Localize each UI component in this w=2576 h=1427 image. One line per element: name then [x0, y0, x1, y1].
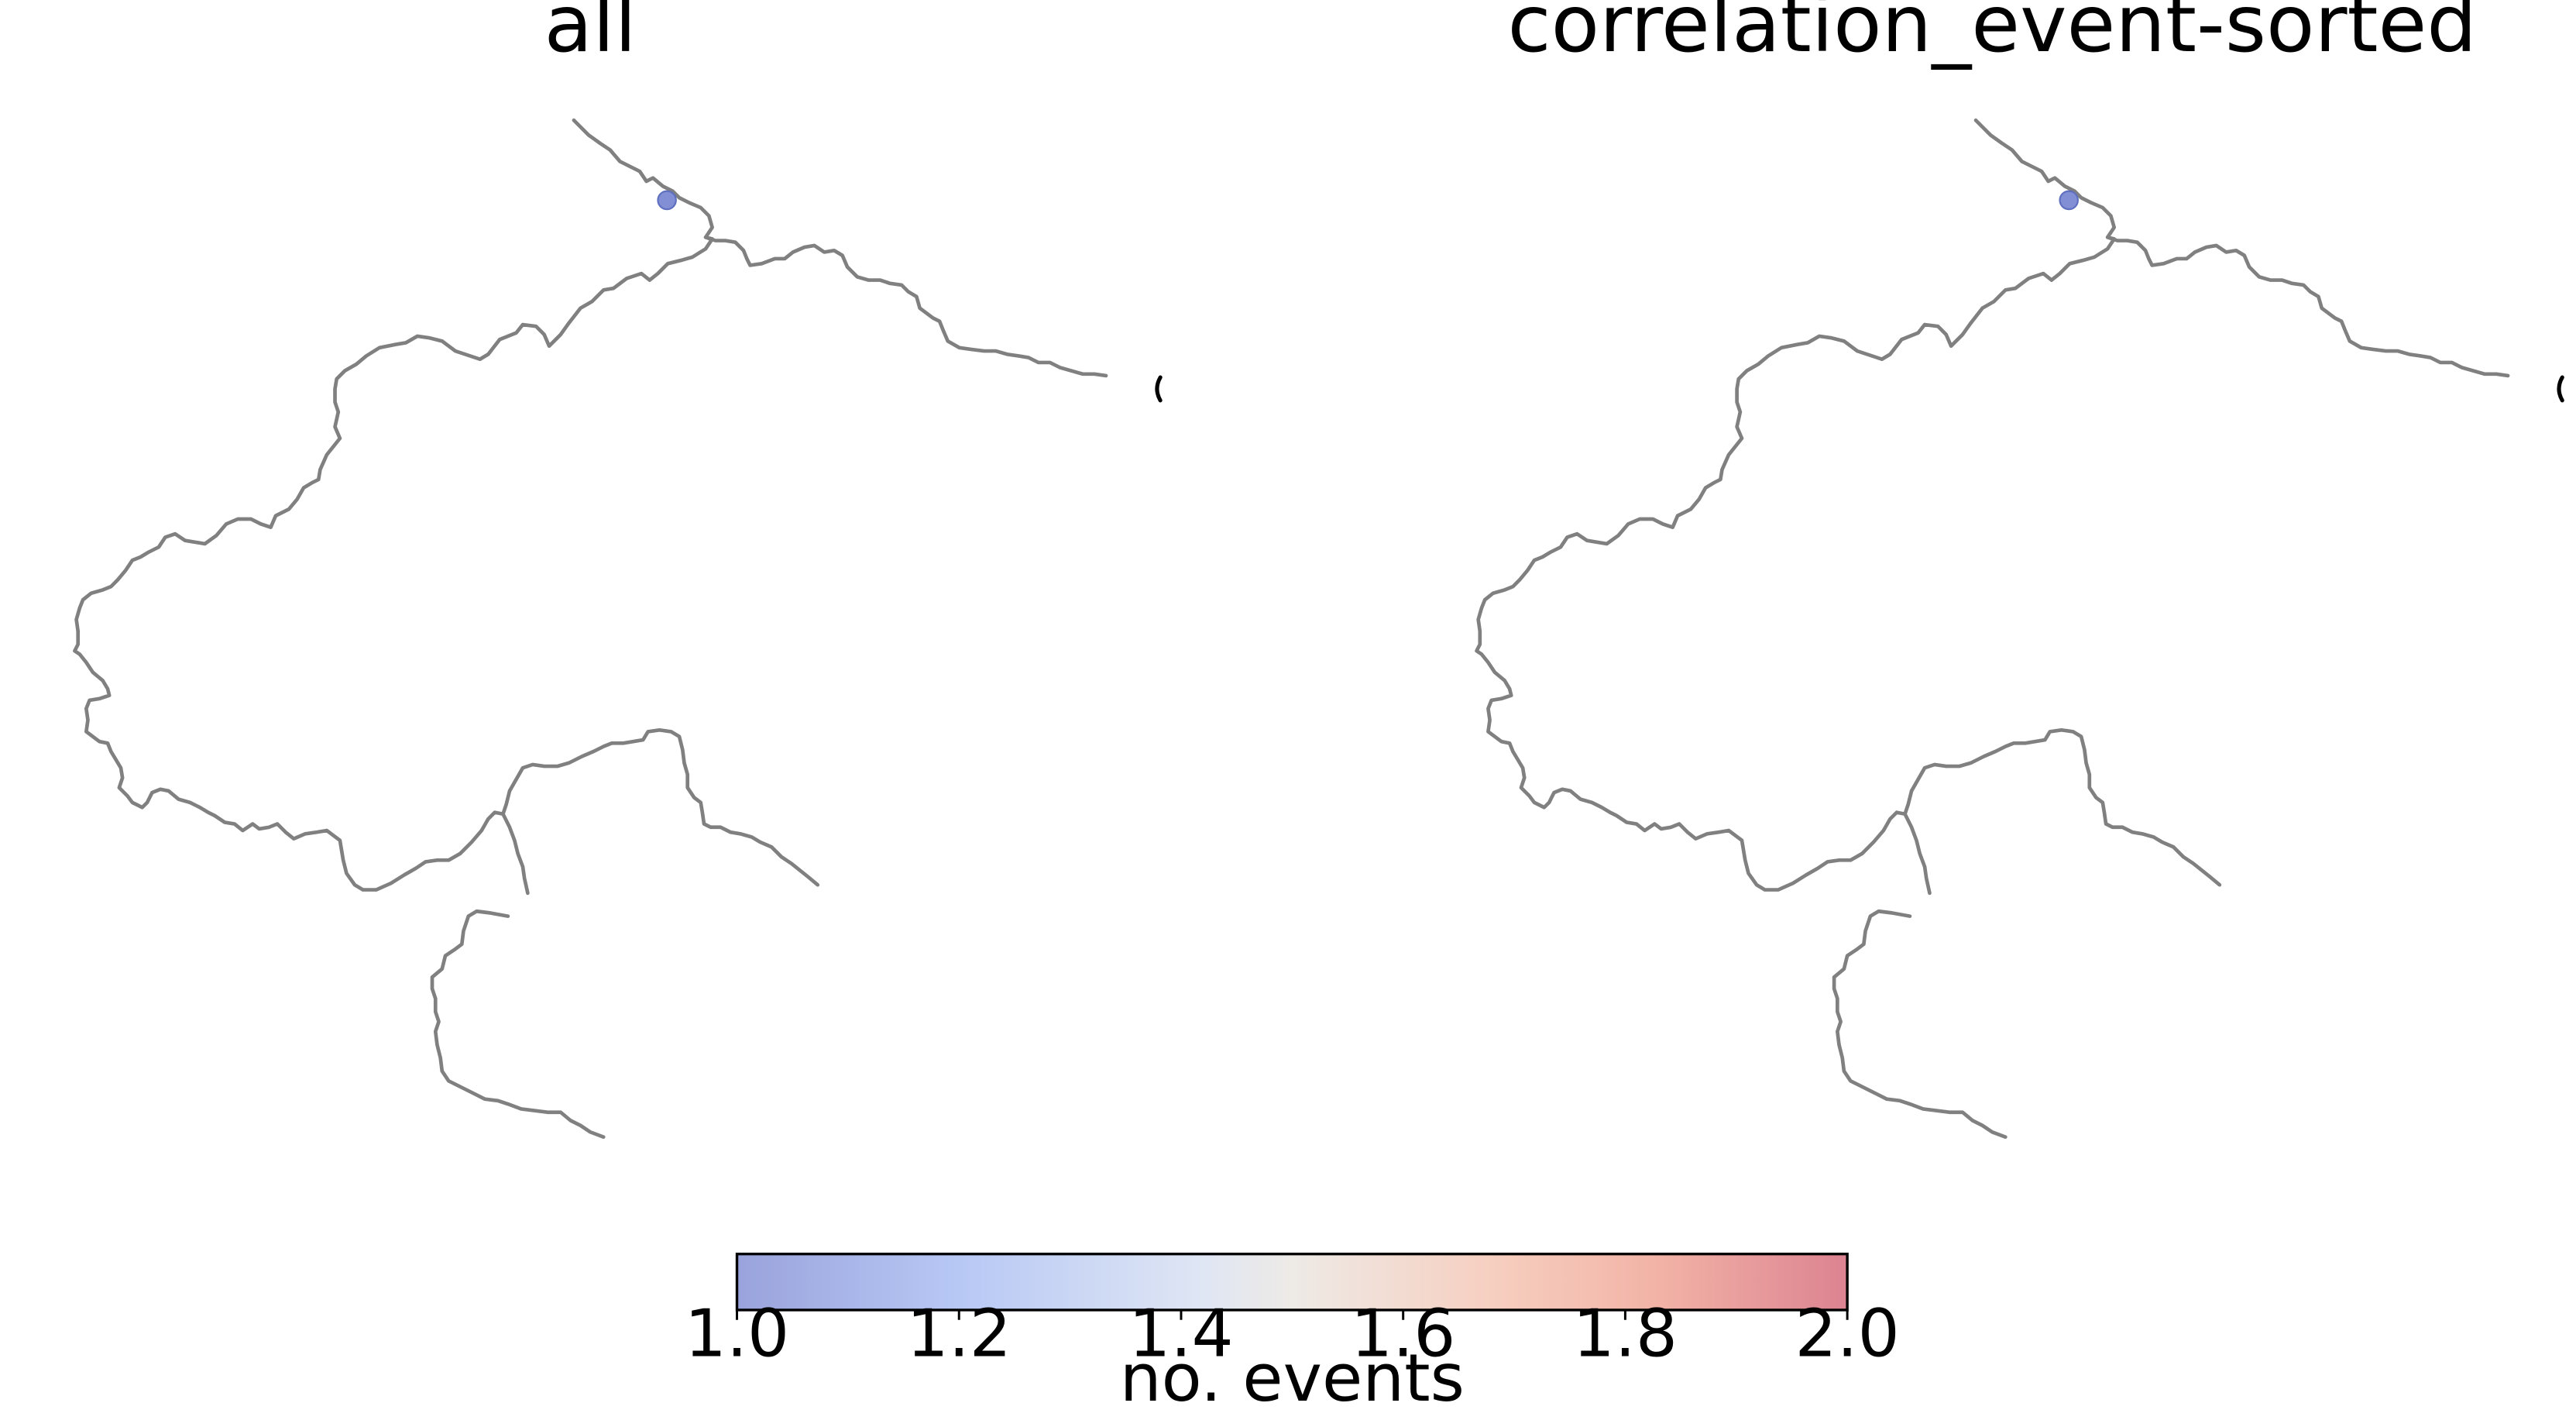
colorbar-label: no. events — [1120, 1340, 1465, 1417]
panel-title: all — [544, 0, 637, 70]
panel-title: correlation_event-sorted — [1508, 0, 2478, 70]
map-panel-correlation-event-sorted: correlation_event-sorted — [1477, 0, 2563, 1137]
border-lines — [74, 120, 1160, 1136]
colorbar-tick-label: 2.0 — [1795, 1296, 1899, 1373]
border-lines — [1477, 120, 2563, 1136]
event-point — [657, 190, 677, 211]
colorbar: 1.0 1.2 1.4 1.6 1.8 2.0 no. events — [685, 1252, 1900, 1417]
colorbar-tick-label: 1.6 — [1351, 1296, 1455, 1373]
colorbar-gradient — [735, 1252, 1849, 1312]
colorbar-ticks — [736, 1309, 1849, 1320]
colorbar-tick-label: 1.4 — [1128, 1296, 1233, 1373]
colorbar-tick-label: 1.2 — [907, 1296, 1012, 1373]
map-panel-all: all — [74, 0, 1160, 1137]
event-point — [2059, 190, 2079, 211]
colorbar-tick-label: 1.0 — [685, 1296, 789, 1373]
colorbar-tick-label: 1.8 — [1573, 1296, 1678, 1373]
